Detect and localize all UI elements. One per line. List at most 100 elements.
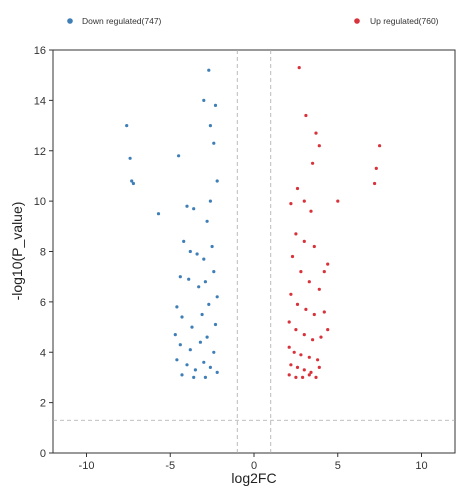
data-point: [301, 375, 305, 379]
x-tick-label: -10: [79, 460, 95, 472]
data-point: [299, 270, 303, 274]
data-point: [210, 244, 214, 249]
data-point: [373, 181, 377, 186]
data-point: [289, 363, 293, 367]
data-point: [316, 358, 320, 362]
data-point: [193, 368, 197, 372]
data-point: [215, 370, 219, 374]
data-point: [309, 209, 313, 213]
data-point: [307, 373, 311, 377]
data-point: [322, 310, 326, 314]
series-down-regulated: [125, 68, 219, 379]
x-axis-label: log2FC: [231, 470, 276, 486]
legend-label-down: Down regulated(747): [82, 16, 162, 26]
data-point: [203, 375, 207, 379]
data-point: [156, 212, 161, 216]
data-point: [294, 232, 298, 236]
data-point: [215, 179, 219, 183]
data-point: [294, 375, 298, 379]
data-point: [290, 254, 295, 259]
data-point: [208, 199, 212, 203]
data-point: [175, 358, 179, 362]
data-point: [215, 295, 219, 299]
legend-label-up: Up regulated(760): [370, 16, 439, 26]
data-point: [180, 373, 184, 377]
data-point: [302, 333, 306, 337]
data-point: [299, 353, 303, 357]
data-point: [302, 239, 306, 243]
data-point: [289, 292, 293, 296]
data-point: [292, 350, 296, 354]
data-point: [128, 156, 132, 160]
points-layer: [125, 66, 382, 379]
data-point: [185, 204, 189, 208]
data-point: [307, 280, 311, 284]
y-tick-label: 12: [34, 146, 46, 158]
x-tick-label: 10: [415, 460, 427, 472]
data-point: [190, 325, 194, 329]
series-up-regulated: [287, 66, 382, 379]
data-point: [192, 375, 196, 379]
data-point: [374, 166, 378, 170]
data-point: [207, 302, 211, 306]
y-tick-label: 8: [40, 247, 46, 259]
data-point: [317, 365, 321, 369]
data-point: [295, 365, 300, 369]
y-tick-label: 10: [34, 196, 46, 208]
x-axis: -10 -5 0 5 10: [79, 453, 428, 472]
data-point: [304, 307, 308, 311]
y-tick-label: 2: [40, 398, 46, 410]
data-point: [125, 124, 129, 128]
data-point: [378, 144, 382, 148]
data-point: [319, 335, 323, 339]
data-point: [212, 350, 216, 354]
data-point: [205, 335, 209, 339]
data-point: [312, 312, 316, 317]
data-point: [287, 345, 291, 349]
y-axis-label: -log10(P_value): [9, 202, 25, 301]
data-point: [297, 66, 301, 70]
data-point: [322, 270, 326, 274]
data-point: [212, 141, 216, 145]
data-point: [187, 277, 191, 281]
data-point: [198, 340, 202, 344]
y-tick-label: 4: [40, 347, 46, 359]
data-point: [302, 368, 306, 372]
data-point: [307, 355, 311, 359]
data-point: [212, 270, 216, 274]
data-point: [295, 302, 300, 306]
data-point: [336, 199, 340, 203]
data-point: [202, 257, 206, 261]
y-axis: 0 2 4 6 8 10 12 14 16: [34, 45, 53, 460]
data-point: [197, 285, 201, 289]
data-point: [207, 68, 211, 72]
legend-marker-down: [67, 18, 73, 24]
x-tick-label: 5: [335, 460, 341, 472]
data-point: [304, 113, 308, 118]
data-point: [175, 305, 179, 309]
data-point: [205, 219, 209, 223]
x-tick-label: -5: [165, 460, 175, 472]
data-point: [294, 328, 298, 332]
data-point: [195, 252, 199, 256]
data-point: [180, 315, 184, 319]
data-point: [309, 370, 313, 374]
data-point: [202, 360, 206, 364]
data-point: [130, 179, 134, 183]
y-tick-label: 14: [34, 95, 46, 107]
data-point: [178, 343, 182, 347]
data-point: [203, 280, 207, 284]
data-point: [213, 103, 218, 107]
data-point: [208, 124, 212, 128]
data-point: [317, 144, 321, 148]
data-point: [317, 287, 321, 291]
data-point: [177, 154, 181, 158]
data-point: [311, 161, 315, 165]
data-point: [188, 348, 192, 352]
data-point: [213, 322, 218, 327]
data-point: [326, 262, 330, 266]
y-tick-label: 0: [40, 448, 46, 460]
data-point: [182, 239, 186, 243]
data-point: [312, 244, 316, 249]
data-point: [208, 365, 212, 369]
